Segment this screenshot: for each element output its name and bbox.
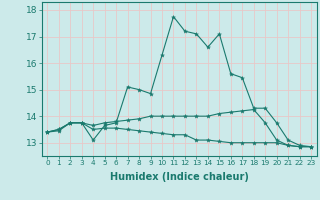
X-axis label: Humidex (Indice chaleur): Humidex (Indice chaleur) — [110, 172, 249, 182]
